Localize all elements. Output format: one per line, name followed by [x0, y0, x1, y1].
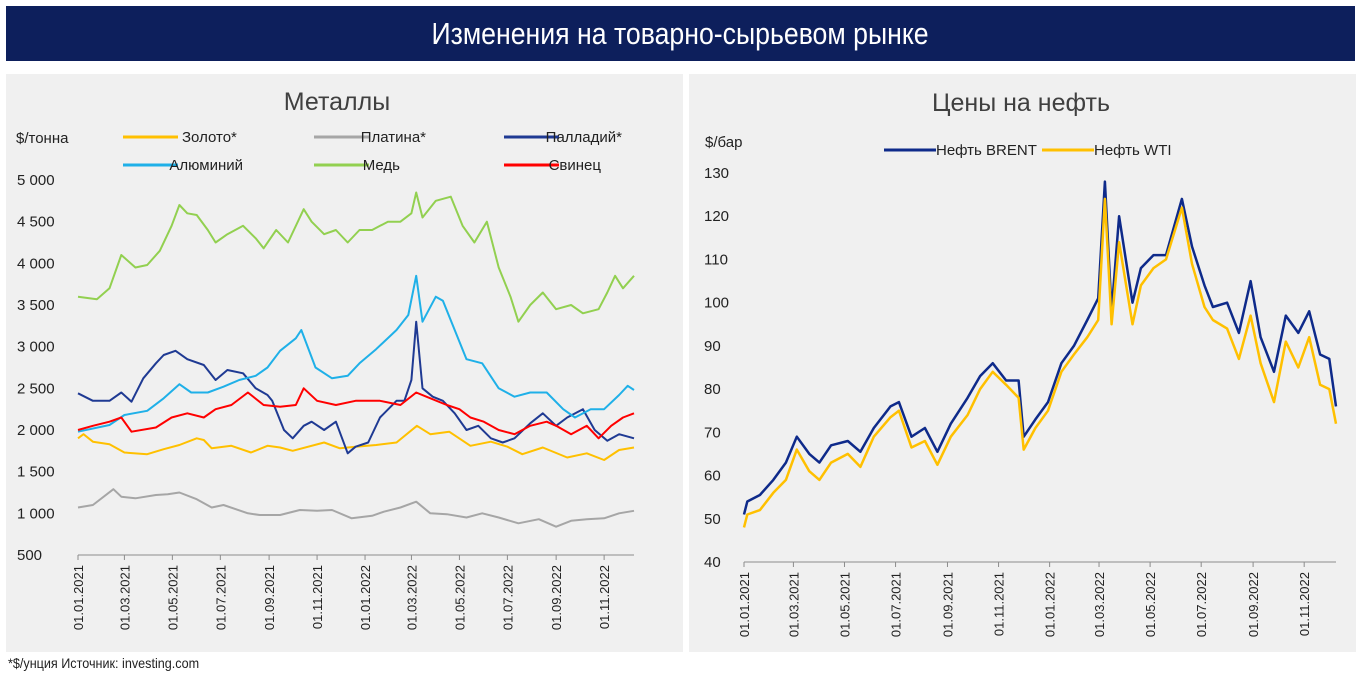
- metals-legend-label-палладий: Палладий*: [546, 129, 622, 146]
- metals-y-tick-label: 1 500: [17, 464, 55, 481]
- metals-series-line-палладий: [77, 320, 635, 455]
- metals-x-tick-label: 01.11.2021: [310, 565, 325, 629]
- oil-x-tick-label: 01.03.2022: [1092, 572, 1107, 637]
- metals-legend-label-алюминий: Алюминий: [169, 157, 243, 174]
- page-title: Изменения на товарно-сырьевом рынке: [431, 15, 930, 51]
- metals-x-tick-label: 01.05.2022: [452, 565, 467, 630]
- oil-x-tick-label: 01.03.2021: [786, 572, 801, 637]
- metals-y-tick-label: 4 000: [17, 255, 55, 272]
- oil-x-tick-label: 01.09.2021: [940, 572, 955, 637]
- oil-chart-panel: Цены на нефть $/бар 130 120 110 100 90 80 70 60 50…: [689, 74, 1356, 652]
- metals-legend-label-платина: Платина*: [361, 129, 426, 146]
- metals-y-tick-label: 3 000: [17, 339, 55, 356]
- oil-x-tick-label: 01.01.2021: [737, 572, 752, 637]
- oil-x-tick-label: 01.09.2022: [1246, 572, 1261, 637]
- oil-x-tick-label: 01.11.2021: [992, 572, 1007, 636]
- oil-y-tick-label: 80: [704, 381, 721, 398]
- metals-y-tick-label: 2 000: [17, 422, 55, 439]
- metals-series-line-платина: [77, 488, 635, 528]
- metals-x-tick-label: 01.09.2022: [549, 565, 564, 630]
- metals-x-tick-label: 01.09.2021: [262, 565, 277, 630]
- oil-chart-title: Цены на нефть: [932, 89, 1110, 117]
- metals-series-line-свинец: [77, 387, 635, 440]
- metals-series-line-алюминий: [77, 274, 635, 433]
- metals-y-axis-label: $/тонна: [16, 130, 69, 147]
- oil-series-line-нефть-wti: [742, 197, 1338, 528]
- metals-series-line-медь: [77, 191, 635, 323]
- metals-chart-panel: Металлы $/тонна 5 000 4 500 4 000 3 500 3 000 2…: [6, 74, 683, 652]
- oil-legend-label-нефть-brent: Нефть BRENT: [936, 142, 1037, 159]
- metals-x-tick-label: 01.01.2021: [71, 565, 86, 630]
- oil-y-tick-label: 70: [704, 424, 721, 441]
- metals-x-tick-label: 01.05.2021: [165, 565, 180, 630]
- metals-legend-label-золото: Золото*: [182, 129, 237, 146]
- oil-y-axis-label: $/бар: [705, 134, 742, 151]
- metals-y-tick-label: 3 500: [17, 297, 55, 314]
- oil-series-line-нефть-brent: [742, 180, 1338, 515]
- metals-x-tick-label: 01.07.2022: [500, 565, 515, 630]
- metals-y-tick-label: 4 500: [17, 214, 55, 231]
- oil-y-tick-label: 90: [704, 338, 721, 355]
- oil-y-tick-label: 100: [704, 295, 729, 312]
- metals-legend-label-свинец: Свинец: [549, 157, 602, 174]
- metals-legend-label-медь: Медь: [363, 157, 400, 174]
- oil-x-tick-label: 01.07.2021: [889, 572, 904, 637]
- footnote: *$/унция Источник: investing.com: [8, 655, 220, 671]
- metals-y-tick-label: 1 000: [17, 505, 55, 522]
- oil-chart: Цены на нефть $/бар 130 120 110 100 90 80 70 60 50…: [704, 89, 1338, 637]
- oil-x-tick-label: 01.01.2022: [1043, 572, 1058, 637]
- metals-x-tick-label: 01.11.2022: [597, 565, 612, 629]
- oil-y-tick-label: 50: [704, 511, 721, 528]
- metals-x-tick-label: 01.07.2021: [213, 565, 228, 630]
- metals-chart: Металлы $/тонна 5 000 4 500 4 000 3 500 3 000 2…: [16, 88, 635, 630]
- metals-y-tick-label: 500: [17, 547, 42, 564]
- oil-legend-label-нефть-wti: Нефть WTI: [1094, 142, 1172, 159]
- metals-y-tick-label: 5 000: [17, 172, 55, 189]
- oil-x-tick-label: 01.05.2021: [837, 572, 852, 637]
- oil-x-tick-label: 01.11.2022: [1297, 572, 1312, 636]
- oil-x-tick-label: 01.07.2022: [1194, 572, 1209, 637]
- footnote-text: *$/унция Источник: investing.com: [8, 655, 200, 671]
- oil-y-tick-label: 40: [704, 554, 721, 571]
- metals-x-tick-label: 01.03.2022: [404, 565, 419, 630]
- oil-y-tick-label: 120: [704, 208, 729, 225]
- oil-y-tick-label: 60: [704, 468, 721, 485]
- oil-x-tick-label: 01.05.2022: [1143, 572, 1158, 637]
- metals-series-line-золото: [77, 424, 635, 461]
- oil-y-tick-label: 130: [704, 165, 729, 182]
- metals-chart-title: Металлы: [284, 88, 390, 116]
- page-title-banner: Изменения на товарно-сырьевом рынке: [6, 6, 1355, 61]
- oil-y-tick-label: 110: [704, 251, 728, 268]
- metals-x-tick-label: 01.03.2021: [117, 565, 132, 630]
- metals-x-tick-label: 01.01.2022: [358, 565, 373, 630]
- metals-y-tick-label: 2 500: [17, 380, 55, 397]
